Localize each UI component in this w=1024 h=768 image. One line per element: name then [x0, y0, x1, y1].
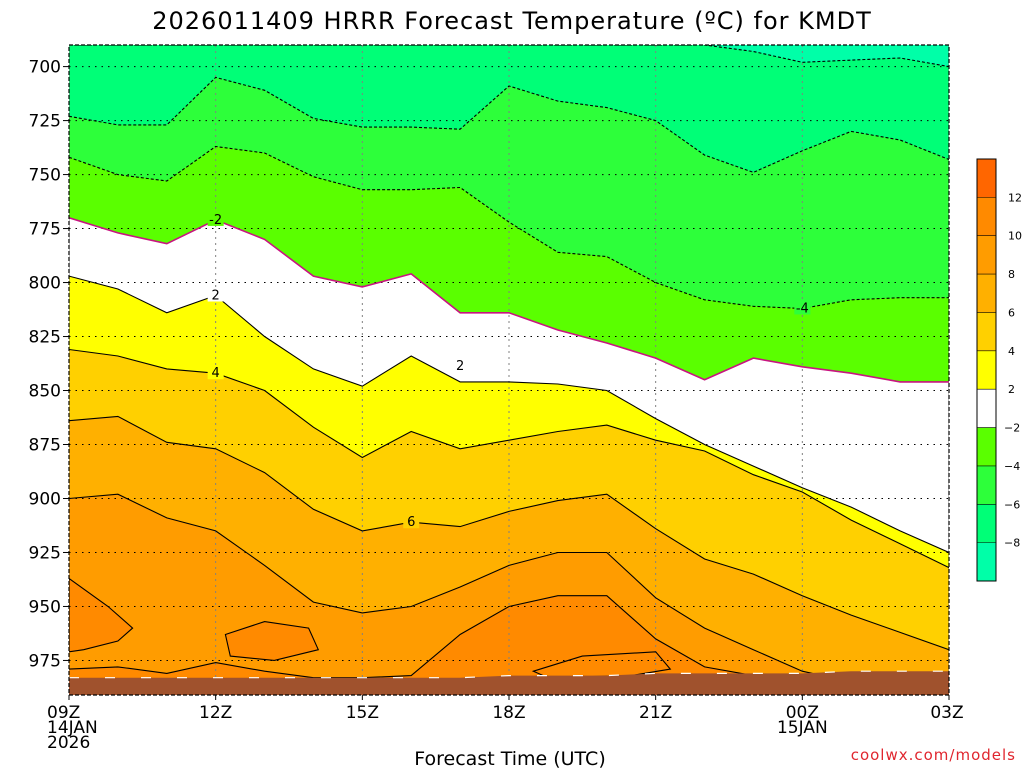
y-tick-label: 925: [29, 543, 61, 563]
warm-cell-fill: [225, 621, 319, 661]
colorbar-label: 8: [1008, 268, 1015, 281]
isotherm-label: 4: [212, 366, 220, 381]
colorbar-swatch: [977, 465, 996, 505]
warm-cell-fill: [533, 651, 671, 678]
colorbar-label: 10: [1008, 230, 1022, 243]
surface-line: [69, 670, 949, 679]
x-tick-label: 15Z: [346, 703, 379, 723]
y-tick-label: 725: [29, 112, 61, 132]
y-tick-label: 800: [29, 274, 61, 294]
warm-cell-line: [69, 577, 134, 653]
isotherm-line: [69, 493, 949, 692]
colorbar-swatch: [977, 504, 996, 544]
y-tick-label: 750: [29, 166, 61, 186]
ground-fill: [69, 671, 949, 695]
y-tick-label: 900: [29, 489, 61, 509]
colorbar-label: −8: [1004, 537, 1020, 550]
isotherm-label-bg: [403, 514, 420, 529]
colorbar-swatch: [977, 350, 996, 390]
x-tick-label: 03Z: [930, 703, 963, 723]
y-tick-label: 825: [29, 328, 61, 348]
y-tick-label: 850: [29, 382, 61, 402]
colorbar-swatch: [977, 159, 996, 198]
colorbar-frame: [976, 158, 997, 582]
colorbar-swatch: [977, 274, 996, 313]
x-tick-label: 18Z: [492, 703, 525, 723]
colorbar-label: −2: [1004, 422, 1020, 435]
credit-text: coolwx.com/models: [851, 746, 1016, 764]
colorbar-label: 6: [1008, 306, 1015, 319]
ground-surface: [69, 670, 949, 695]
colorbar-label: −6: [1004, 498, 1020, 511]
colorbar-label: −4: [1004, 460, 1020, 473]
isotherm-label: 6: [407, 515, 415, 530]
x-tick-label: 14JAN: [47, 718, 98, 738]
isotherm-label: 2: [212, 288, 220, 303]
isotherm-label-bg: [207, 287, 224, 302]
x-tick-label: 2026: [47, 733, 90, 753]
isotherm-labels: -4 -2 2 4 6 2: [207, 211, 811, 530]
isotherm-label-bg: [207, 211, 224, 226]
colorbar-swatch: [977, 235, 996, 275]
y-tick-label: 975: [29, 651, 61, 671]
isotherm-line: [69, 415, 949, 651]
y-tick-label: 700: [29, 58, 61, 78]
colorbar-swatch: [977, 312, 996, 352]
y-tick-label: 775: [29, 220, 61, 240]
colorbar-label: 4: [1008, 345, 1015, 358]
isotherm-label-bg: [794, 300, 811, 315]
isotherm-label: 2: [456, 359, 464, 374]
y-axis: 700 725 750 775 800 825 850 875 900 925 950 975: [29, 58, 69, 671]
x-tick-label: 21Z: [639, 703, 672, 723]
x-tick-label: 15JAN: [777, 718, 828, 738]
colorbar-swatch: [977, 542, 996, 582]
chart-title: 2026011409 HRRR Forecast Temperature (ºC…: [152, 7, 872, 35]
y-tick-label: 875: [29, 436, 61, 456]
x-tick-label: 09Z: [47, 703, 80, 723]
x-axis-label: Forecast Time (UTC): [414, 748, 605, 768]
colorbar-swatch: [977, 389, 996, 429]
colorbar: 12 10 8 6 4 2 −2 −4 −6 −8: [976, 158, 1022, 582]
y-tick-label: 950: [29, 597, 61, 617]
isotherm-label-bg: [207, 365, 224, 380]
colorbar-label: 12: [1008, 191, 1022, 204]
plot-area: -4 -2 2 4 6 2: [69, 45, 949, 695]
warm-cell-line: [224, 621, 320, 661]
colorbar-swatch: [977, 427, 996, 467]
isotherm-label: -4: [796, 301, 809, 316]
warm-cell-fill: [69, 578, 133, 652]
isotherm-line: [69, 76, 949, 173]
isotherm-label: -2: [209, 213, 222, 228]
isotherm-line: [69, 145, 949, 310]
colorbar-label: 2: [1008, 383, 1015, 396]
x-tick-label: 00Z: [786, 703, 819, 723]
colorbar-swatch: [977, 197, 996, 237]
x-tick-label: 12Z: [199, 703, 232, 723]
